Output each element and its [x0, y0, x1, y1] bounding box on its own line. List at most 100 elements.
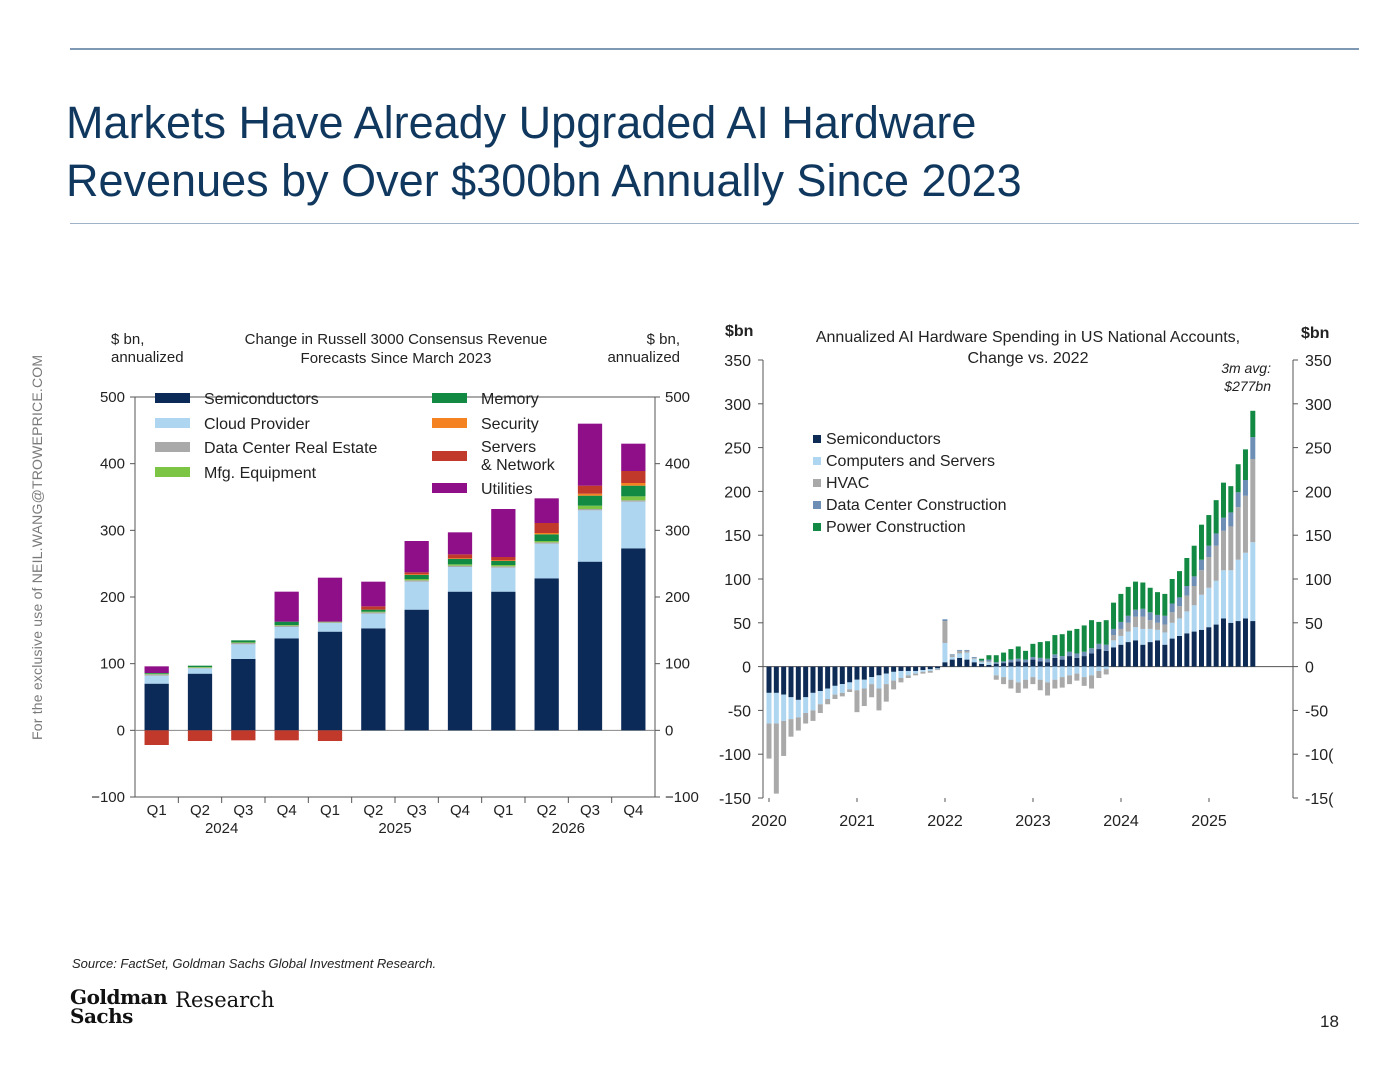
left-bar-2-s4	[231, 640, 256, 643]
left-xtick-label-5: Q2	[363, 802, 383, 819]
left-bar-9-s7	[534, 498, 559, 523]
left-bar-3-s1	[274, 627, 299, 639]
rc-left-ytick-label-8: 250	[724, 441, 751, 458]
left-xtick-label-8: Q1	[493, 802, 513, 819]
rc-bar-57-s2	[1184, 595, 1190, 612]
left-bar-5-s7	[361, 581, 386, 607]
rc-legend-swatch-1	[813, 457, 821, 465]
left-xtick-label-7: Q4	[450, 802, 470, 819]
left-bar-7-s6	[447, 554, 473, 559]
left-bar-0-s6	[144, 730, 169, 745]
rc-bar-17-s2	[891, 680, 897, 690]
rc-bar-32-s1	[1001, 666, 1007, 678]
rc-bar-20-s2	[913, 673, 919, 676]
rc-bar-11-s1	[847, 682, 853, 690]
rc-bar-55-s1	[1169, 622, 1175, 639]
rc-bar-27-s2	[964, 650, 970, 653]
rc-bar-15-s1	[876, 675, 882, 689]
rc-bar-32-s4	[1001, 652, 1007, 662]
left-xtick-label-11: Q4	[623, 802, 643, 819]
rc-bar-41-s1	[1067, 666, 1073, 676]
rc-bar-65-s2	[1242, 495, 1248, 553]
rc-bar-29-s0	[979, 663, 985, 667]
left-legend-swatch-7	[432, 483, 467, 493]
left-bar-10-s5	[577, 493, 603, 496]
rc-bar-9-s2	[832, 694, 838, 700]
rc-bar-16-s0	[883, 666, 889, 674]
rc-bar-51-s1	[1140, 628, 1146, 645]
left-legend-label-3: Mfg. Equipment	[204, 465, 317, 482]
rc-left-ytick-label-0: -150	[719, 791, 751, 808]
left-bar-11-s3	[621, 496, 646, 501]
rc-bar-50-s3	[1133, 609, 1139, 617]
page-number: 18	[1320, 1012, 1339, 1031]
rc-bar-54-s1	[1162, 632, 1168, 645]
rc-right-ytick-label-9: 300	[1305, 397, 1332, 414]
rc-bar-30-s2	[986, 661, 992, 663]
rc-bar-0-s2	[766, 723, 772, 759]
left-legend-label-6: Servers	[481, 439, 536, 456]
rc-legend-swatch-2	[813, 479, 821, 487]
rc-bar-23-s2	[935, 669, 941, 671]
rc-bar-61-s0	[1213, 624, 1219, 667]
left-ytick-label-0: 0	[117, 722, 125, 739]
rc-bar-4-s1	[795, 699, 801, 718]
rc-bar-30-s4	[986, 655, 992, 660]
rc-bar-0-s1	[766, 692, 772, 724]
left-bar-2-s6	[231, 730, 256, 741]
rc-bar-38-s3	[1045, 658, 1051, 663]
right-y-unit-1: $ bn,	[647, 331, 680, 348]
rc-bar-57-s3	[1184, 586, 1190, 596]
rc-bar-44-s1	[1089, 666, 1095, 676]
left-xtick-label-6: Q3	[407, 802, 427, 819]
rc-bar-41-s3	[1067, 651, 1073, 657]
rc-bar-13-s2	[861, 688, 867, 707]
left-bar-0-s0	[144, 683, 169, 731]
left-bar-8-s7	[491, 509, 516, 557]
rc-bar-13-s0	[861, 666, 867, 680]
rc-bar-56-s0	[1177, 635, 1182, 667]
hardware-spending-chart: $bn $bn Annualized AI Hardware Spending in…	[719, 323, 1334, 830]
left-legend-label-7: Utilities	[481, 481, 533, 498]
rc-right-ytick-label-1: -10(	[1305, 747, 1334, 764]
rc-bar-29-s1	[979, 662, 985, 664]
rc-bar-54-s2	[1162, 624, 1168, 633]
rc-bar-21-s0	[920, 666, 926, 671]
rc-bar-59-s1	[1199, 594, 1204, 630]
left-bar-0-s3	[144, 673, 169, 675]
rc-bar-39-s4	[1052, 635, 1058, 655]
rc-bar-39-s3	[1052, 654, 1058, 658]
rc-bar-56-s1	[1177, 618, 1182, 636]
left-bar-8-s3	[491, 565, 516, 567]
rc-bar-18-s1	[898, 670, 904, 678]
rc-bar-46-s1	[1103, 666, 1109, 670]
rc-bar-40-s4	[1059, 634, 1065, 657]
rc-legend-label-2: HVAC	[826, 475, 869, 492]
rc-bar-43-s1	[1081, 666, 1087, 678]
rc-bar-5-s1	[803, 697, 809, 714]
rc-bar-41-s4	[1067, 630, 1073, 652]
rc-bar-64-s4	[1235, 464, 1241, 493]
left-bar-5-s4	[361, 609, 386, 612]
rc-bar-53-s0	[1155, 640, 1161, 667]
left-bar-9-s3	[534, 541, 559, 543]
rc-bar-45-s3	[1096, 643, 1102, 650]
rc-bar-60-s1	[1206, 587, 1212, 628]
rc-bar-59-s3	[1199, 559, 1204, 571]
rc-legend-swatch-0	[813, 435, 821, 443]
rc-bar-62-s0	[1220, 618, 1226, 667]
left-bar-5-s3	[361, 611, 386, 613]
rc-bar-18-s0	[898, 666, 904, 671]
rc-bar-11-s0	[847, 666, 853, 683]
rc-bar-57-s4	[1184, 557, 1190, 587]
rc-bar-48-s3	[1118, 621, 1124, 629]
rc-bar-56-s4	[1177, 571, 1182, 598]
left-bar-9-s1	[534, 543, 559, 579]
left-bar-10-s2	[577, 509, 603, 511]
rc-bar-6-s1	[810, 692, 816, 711]
rc-left-ytick-label-2: -50	[728, 703, 751, 720]
rc-bar-37-s0	[1037, 661, 1043, 667]
left-year-label-2: 2026	[552, 820, 585, 837]
left-bar-3-s7	[274, 591, 299, 622]
rc-bar-66-s0	[1250, 621, 1256, 667]
